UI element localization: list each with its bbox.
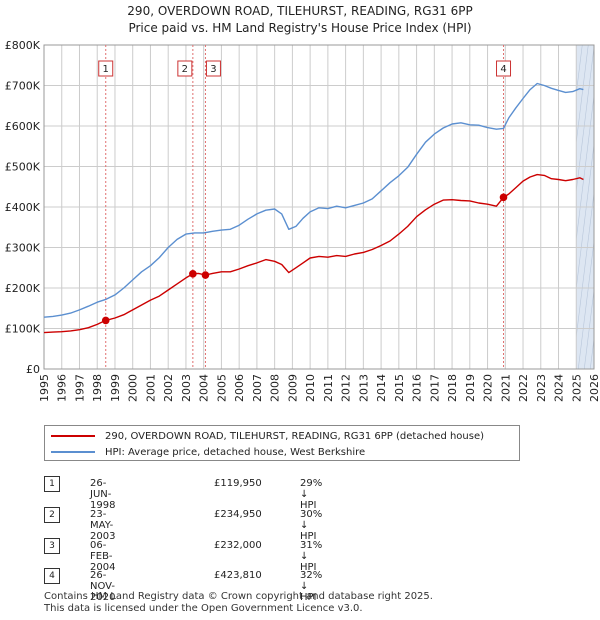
future-hatch	[596, 45, 600, 369]
transaction-date: 23-MAY-2003	[90, 509, 116, 542]
sale-label-number: 2	[182, 64, 188, 75]
transaction-price: £423,810	[214, 570, 262, 581]
x-tick-label: 1995	[38, 374, 51, 402]
x-tick-label: 2009	[286, 374, 299, 402]
y-tick-label: £0	[26, 363, 40, 376]
x-tick-label: 2001	[144, 374, 157, 402]
y-tick-label: £100K	[5, 323, 41, 336]
x-tick-label: 1998	[91, 374, 104, 402]
x-tick-label: 2000	[127, 374, 140, 402]
x-tick-label: 2025	[570, 374, 583, 402]
x-tick-label: 2012	[340, 374, 353, 402]
transaction-number-badge: 1	[44, 476, 60, 492]
footer-licence: This data is licensed under the Open Gov…	[44, 603, 363, 614]
transaction-number-badge: 3	[44, 538, 60, 554]
sale-label-number: 4	[500, 64, 506, 75]
x-tick-label: 2004	[198, 374, 211, 402]
x-tick-label: 2016	[411, 374, 424, 402]
sale-label-box	[496, 60, 512, 77]
transaction-number-badge: 4	[44, 568, 60, 584]
legend-hpi-label: HPI: Average price, detached house, West…	[105, 446, 366, 458]
transaction-price: £234,950	[214, 509, 262, 520]
transaction-date: 06-FEB-2004	[90, 540, 116, 573]
legend-price-entry: 290, OVERDOWN ROAD, TILEHURST, READING, …	[51, 428, 484, 444]
x-tick-label: 2011	[322, 374, 335, 402]
x-tick-label: 2006	[233, 374, 246, 402]
x-tick-label: 2021	[499, 374, 512, 402]
future-hatch	[576, 45, 594, 194]
x-tick-label: 2002	[162, 374, 175, 402]
transaction-hpi-diff: 32% ↓ HPI	[300, 570, 323, 603]
x-tick-label: 2014	[375, 374, 388, 402]
x-tick-label: 2005	[215, 374, 228, 402]
legend-price-swatch	[51, 435, 95, 437]
x-tick-label: 2003	[180, 374, 193, 402]
x-tick-label: 2013	[357, 374, 370, 402]
chart-legend: 290, OVERDOWN ROAD, TILEHURST, READING, …	[44, 425, 520, 461]
x-tick-label: 2010	[304, 374, 317, 402]
future-hatch	[583, 287, 594, 369]
future-hatch	[576, 45, 589, 145]
x-tick-label: 2023	[535, 374, 548, 402]
x-tick-label: 2017	[428, 374, 441, 402]
transaction-hpi-diff: 29% ↓ HPI	[300, 478, 323, 511]
transaction-number-badge: 2	[44, 507, 60, 523]
sale-point	[189, 270, 197, 278]
x-tick-label: 2018	[446, 374, 459, 402]
sale-label-number: 1	[103, 64, 109, 75]
plot-border	[43, 44, 595, 370]
legend-hpi-entry: HPI: Average price, detached house, West…	[51, 444, 365, 460]
legend-hpi-swatch	[51, 451, 95, 453]
y-tick-label: £600K	[5, 120, 41, 133]
x-tick-label: 2007	[251, 374, 264, 402]
y-tick-label: £200K	[5, 282, 41, 295]
sale-point	[101, 316, 110, 325]
y-tick-label: £400K	[5, 201, 41, 214]
y-tick-label: £800K	[5, 39, 41, 52]
chart-subtitle: Price paid vs. HM Land Registry's House …	[128, 21, 472, 35]
transaction-price: £119,950	[214, 478, 262, 489]
x-tick-label: 2020	[482, 374, 495, 402]
sale-point	[201, 271, 210, 279]
footer-copyright: Contains HM Land Registry data © Crown c…	[44, 591, 433, 602]
transaction-price: £232,000	[214, 540, 262, 551]
x-tick-label: 1997	[73, 374, 86, 402]
x-tick-label: 2026	[588, 374, 600, 402]
hpi-line	[43, 82, 584, 318]
price-chart: £0 £100K £200K £300K £400K £500K £600K £700K £80…	[5, 39, 600, 402]
y-tick-label: £300K	[5, 242, 41, 255]
x-tick-label: 2015	[393, 374, 406, 402]
future-hatch	[577, 239, 594, 369]
x-tick-label: 2024	[553, 374, 566, 402]
chart-title-address: 290, OVERDOWN ROAD, TILEHURST, READING, …	[127, 4, 473, 18]
sale-label-box	[177, 60, 193, 77]
transaction-hpi-diff: 31% ↓ HPI	[300, 540, 323, 573]
sale-point	[499, 193, 508, 202]
x-tick-label: 1999	[109, 374, 122, 402]
x-tick-label: 1996	[56, 374, 69, 402]
x-tick-label: 2008	[269, 374, 282, 402]
legend-price-label: 290, OVERDOWN ROAD, TILEHURST, READING, …	[105, 430, 485, 442]
sale-label-box	[205, 60, 221, 77]
price-paid-line	[43, 173, 584, 334]
x-tick-label: 2022	[517, 374, 530, 402]
x-tick-label: 2019	[464, 374, 477, 402]
sale-label-number: 3	[210, 64, 216, 75]
transaction-hpi-diff: 30% ↓ HPI	[300, 509, 323, 542]
transaction-date: 26-NOV-2020	[90, 570, 116, 603]
y-tick-label: £700K	[5, 80, 41, 93]
y-tick-label: £500K	[5, 161, 41, 174]
transaction-date: 26-JUN-1998	[90, 478, 116, 511]
sale-label-box	[98, 60, 114, 77]
